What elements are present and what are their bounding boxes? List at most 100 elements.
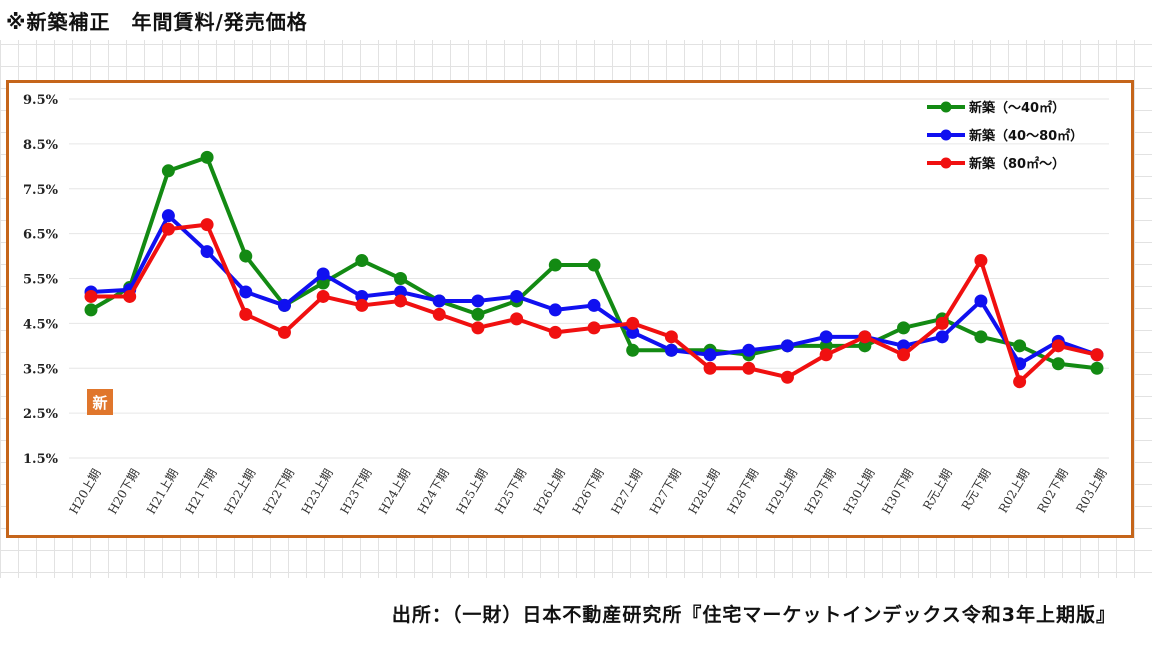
- x-tick-label: H21下期: [183, 467, 220, 517]
- data-point: [703, 361, 717, 375]
- data-point: [974, 294, 988, 308]
- y-tick-label: 6.5%: [23, 228, 59, 243]
- data-point: [1090, 361, 1104, 375]
- data-point: [819, 339, 833, 353]
- x-tick-label: H20上期: [67, 467, 104, 517]
- data-point: [161, 222, 175, 236]
- x-tick-label: H23上期: [299, 467, 336, 517]
- legend-swatch-marker: [940, 129, 952, 141]
- title-band: ※新築補正 年間賃料/発売価格: [0, 0, 1152, 40]
- x-tick-label: H29上期: [763, 467, 800, 517]
- x-tick-label: H27上期: [608, 467, 645, 517]
- data-point: [161, 164, 175, 178]
- x-tick-label: H20下期: [105, 467, 142, 517]
- data-point: [1051, 339, 1065, 353]
- data-point: [626, 343, 640, 357]
- data-point: [84, 289, 98, 303]
- data-point: [1013, 375, 1027, 389]
- data-point: [935, 316, 949, 330]
- y-tick-label: 4.5%: [23, 317, 59, 332]
- source-band: 出所：（一財）日本不動産研究所『住宅マーケットインデックス令和3年上期版』: [0, 578, 1152, 648]
- data-point: [200, 150, 214, 164]
- x-tick-label: H25上期: [454, 467, 491, 517]
- data-point: [161, 209, 175, 223]
- data-point: [626, 325, 640, 339]
- y-tick-label: 2.5%: [23, 407, 59, 422]
- data-point: [819, 348, 833, 362]
- x-tick-label: H28下期: [724, 467, 761, 517]
- data-point: [84, 303, 98, 317]
- x-tick-label: H28上期: [686, 467, 723, 517]
- data-point: [897, 321, 911, 335]
- x-tick-label: R02上期: [996, 467, 1032, 516]
- data-point: [239, 285, 253, 299]
- data-point: [1090, 348, 1104, 362]
- x-tick-label: H23下期: [337, 467, 374, 517]
- line-chart: 9.5% 8.5% 7.5% 6.5% 5.5% 4.5% 3.5% 2.5% 1.5% H20上…: [23, 93, 1110, 517]
- x-tick-label: H24上期: [376, 467, 413, 517]
- x-tick-label: H29下期: [802, 467, 839, 517]
- data-point: [587, 258, 601, 272]
- y-tick-label: 7.5%: [23, 183, 59, 198]
- y-tick-label: 8.5%: [23, 138, 59, 153]
- x-tick-label: H30上期: [840, 467, 877, 517]
- legend-label: 新築（40～80㎡）: [969, 128, 1083, 144]
- y-tick-label: 1.5%: [23, 452, 59, 467]
- data-point: [316, 267, 330, 281]
- x-tick-label: H27下期: [647, 467, 684, 517]
- data-point: [897, 339, 911, 353]
- data-point: [780, 339, 794, 353]
- data-point: [664, 330, 678, 344]
- x-tick-label: H26上期: [531, 467, 568, 517]
- x-tick-label: R02下期: [1035, 467, 1071, 516]
- data-point: [626, 316, 640, 330]
- data-point: [587, 321, 601, 335]
- data-point: [587, 298, 601, 312]
- new-badge-text: 新: [92, 394, 107, 412]
- data-point: [1051, 357, 1065, 371]
- data-point: [742, 343, 756, 357]
- data-point: [471, 321, 485, 335]
- data-point: [742, 361, 756, 375]
- data-point: [432, 294, 446, 308]
- data-point: [858, 330, 872, 344]
- data-point: [432, 307, 446, 321]
- data-point: [394, 272, 408, 285]
- data-point: [858, 339, 872, 353]
- data-point: [780, 370, 794, 384]
- x-tick-label: H26下期: [570, 467, 607, 517]
- source-citation: 出所：（一財）日本不動産研究所『住宅マーケットインデックス令和3年上期版』: [391, 604, 1116, 626]
- data-point: [200, 218, 214, 232]
- legend-swatch-marker: [940, 157, 952, 169]
- data-point: [664, 343, 678, 357]
- data-point: [510, 312, 524, 326]
- data-point: [548, 325, 562, 339]
- data-point: [316, 289, 330, 303]
- data-point: [548, 303, 562, 317]
- data-point: [974, 254, 988, 268]
- x-tick-label: H24下期: [415, 467, 452, 517]
- data-point: [510, 289, 524, 303]
- y-tick-label: 3.5%: [23, 362, 59, 377]
- x-tick-label: H22上期: [221, 467, 258, 517]
- data-point: [471, 307, 485, 321]
- data-point: [394, 294, 408, 308]
- legend-label: 新築（80㎡～）: [969, 156, 1065, 172]
- x-tick-label: R03上期: [1073, 467, 1109, 516]
- new-badge: [87, 389, 113, 415]
- data-point: [471, 294, 485, 308]
- data-point: [200, 245, 214, 259]
- x-tick-label: R元上期: [920, 467, 955, 513]
- y-tick-label: 5.5%: [23, 273, 59, 288]
- data-point: [277, 325, 291, 339]
- legend-swatch-marker: [940, 101, 952, 113]
- data-point: [355, 254, 369, 268]
- chart-frame: 9.5% 8.5% 7.5% 6.5% 5.5% 4.5% 3.5% 2.5% 1.5% H20上…: [6, 80, 1134, 538]
- data-point: [703, 348, 717, 362]
- data-point: [277, 298, 291, 312]
- data-point: [974, 330, 988, 344]
- legend-label: 新築（～40㎡）: [969, 100, 1065, 116]
- data-point: [819, 330, 833, 344]
- data-point: [1013, 339, 1027, 353]
- data-point: [316, 276, 330, 290]
